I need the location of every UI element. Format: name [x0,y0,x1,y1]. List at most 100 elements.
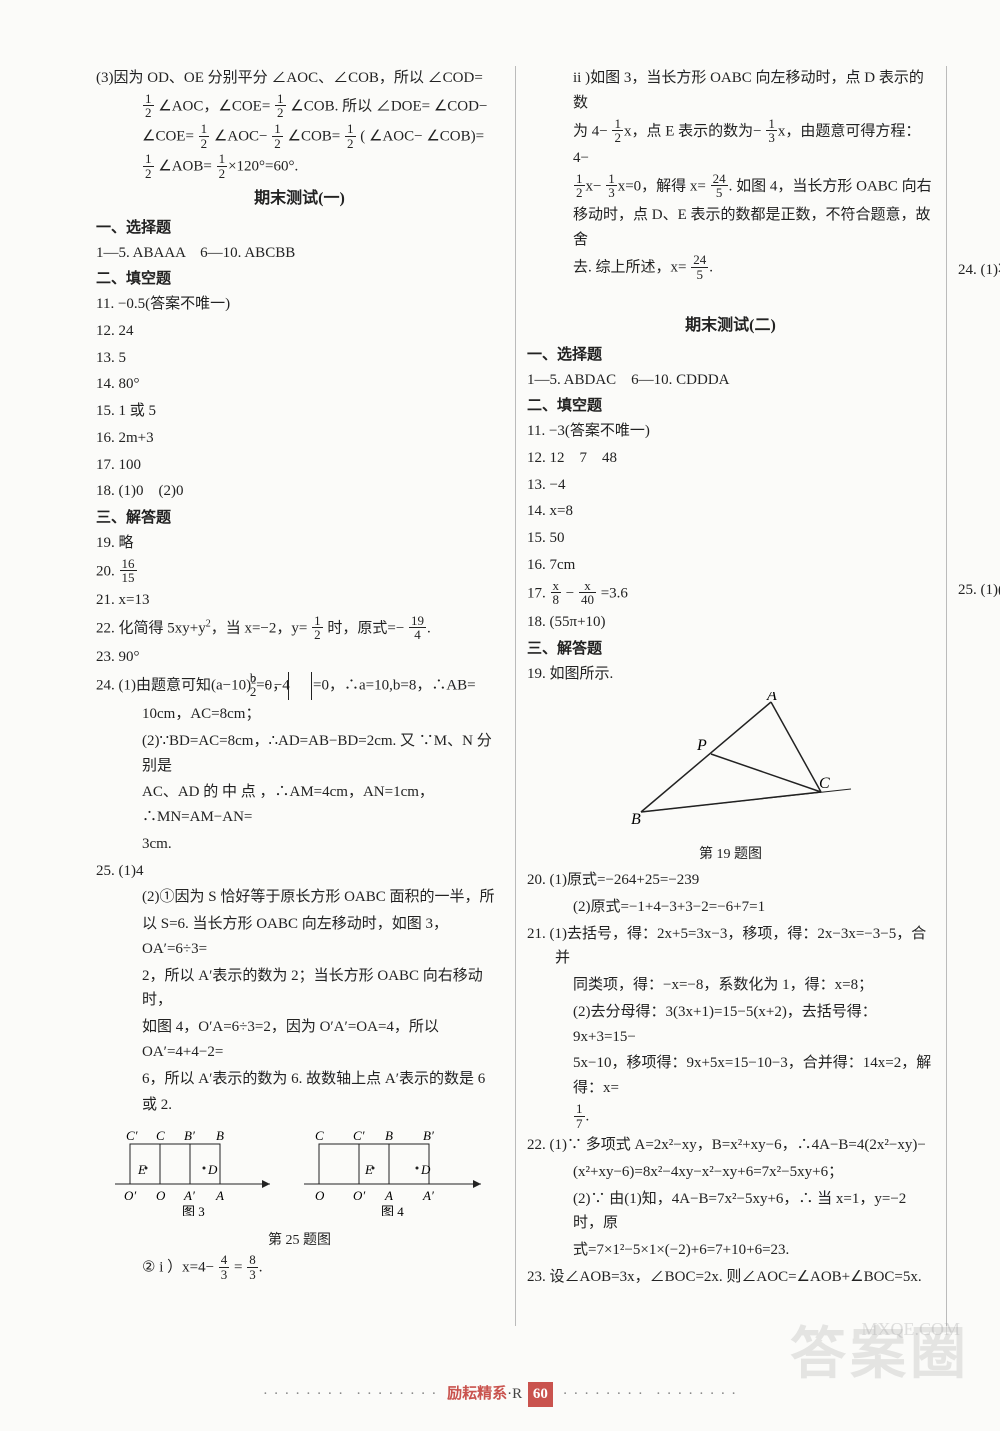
svg-text:B: B [631,811,641,828]
intro-line-4: 12 ∠AOB= 12×120°=60°. [96,153,503,181]
svg-text:图 3: 图 3 [182,1204,205,1216]
q12: 12. 24 [96,319,503,344]
q22: 22. 化简得 5xy+y2，当 x=−2，y= 12 时，原式=− 194. [96,615,503,643]
test1-sec3: 三、解答题 [96,506,503,531]
t2-q11: 11. −3(答案不唯一) [527,419,934,444]
q19: 19. 略 [96,531,503,556]
svg-text:O: O [156,1188,166,1203]
svg-text:C′: C′ [353,1128,365,1143]
t2-q16: 16. 7cm [527,553,934,578]
q16: 16. 2m+3 [96,426,503,451]
q25-11: 12x− 13x=0，解得 x= 245. 如图 4，当长方形 OABC 向右 [527,173,934,201]
q25-5: 如图 4，O′A=6÷3=2，因为 O′A′=OA=4，所以 OA′=4+4−2… [96,1015,503,1065]
q24-4: AC、AD 的 中 点 ，∴AM=4cm，AN=1cm，∴MN=AM−AN= [96,780,503,830]
q24-5: 3cm. [96,832,503,857]
svg-text:E: E [364,1162,373,1177]
test2-mc: 1—5. ABDAC 6—10. CDDDA [527,368,934,393]
q25-figure-caption: 第 25 题图 [96,1229,503,1252]
t2-q21-3: (2)去分母得：3(3x+1)=15−5(x+2)，去括号得：9x+3=15− [527,1000,934,1050]
t2-q24-9: 12000 元，12000(1+x)=15000，解得 x=25%，即增长率是 [958,500,1000,550]
svg-text:A: A [215,1188,224,1203]
q23: 23. 90° [96,645,503,670]
q25-8: ② i ）x=4− 43 = 83. [96,1254,503,1282]
t2-q22-1: 22. (1)∵ 多项式 A=2x²−xy，B=x²+xy−6，∴4A−B=4(… [527,1133,934,1158]
t2-q22-4: 式=7×1²−5×1×(−2)+6=7+10+6=23. [527,1238,934,1263]
svg-text:图 4: 图 4 [381,1204,404,1216]
svg-text:D: D [207,1162,218,1177]
t2-q22-2: (x²+xy−6)=8x²−4xy−x²−xy+6=7x²−5xy+6； [527,1160,934,1185]
test1-mc: 1—5. ABAAA 6—10. ABCBB [96,241,503,266]
q25-1: 25. (1)4 [96,859,503,884]
t2-q24-1: 24. (1)将此水果拉到市场出售收入为：18000a−(25×8+100) [958,258,1000,283]
svg-text:C′: C′ [126,1128,138,1143]
svg-text:B′: B′ [423,1128,434,1143]
q25-4: 2，所以 A′表示的数为 2；当长方形 OABC 向右移动时， [96,964,503,1014]
svg-text:O′: O′ [124,1188,136,1203]
t2-q22-3: (2)∵ 由(1)知，4A−B=7x²−5xy+6，∴ 当 x=1，y=−2 时… [527,1187,934,1237]
svg-text:C: C [819,775,830,792]
q24-1: 24. (1)由题意可知(a−10)2=0，b2 −4=0，∴a=10,b=8，… [96,672,503,700]
intro-line-3: ∠COE= 12 ∠AOC− 12 ∠COB= 12 ( ∠AOC− ∠COB)… [96,123,503,151]
q25-13: 去. 综上所述，x= 245. [527,254,934,282]
t2-q19: 19. 如图所示. [527,662,934,687]
svg-text:B: B [216,1128,224,1143]
t2-q24-8: (3)设增长率为 x，今年的最高纯收入为：19800−7800= [958,473,1000,498]
t2-q17: 17. x8 − x40 =3.6 [527,580,934,608]
t2-q24-3: 收入为 18000b 元. [958,315,1000,340]
q18: 18. (1)0 (2)0 [96,479,503,504]
q25-fig3: E D C′ C B′ B O′ O A′ A 图 3 [110,1126,280,1225]
t2-q21-5: 17. [527,1103,934,1131]
q25-9: ii )如图 3，当长方形 OABC 向左移动时，点 D 表示的数 [527,66,934,116]
intro-line-2: 12 ∠AOC，∠COE= 12 ∠COB. 所以 ∠DOE= ∠COD− [96,93,503,121]
t2-q23-2: ∵OE 是∠AOC 的平分线，OD 是∠BOC 的平分线，∴∠COE= [958,66,1000,116]
t2-q23-5: 24°，∴∠BOE=∠COE−∠COB= 52×24°−2×24°=12°. [958,228,1000,256]
intro-line-1: (3)因为 OD、OE 分别平分 ∠AOC、∠COB，所以 ∠COD= [96,66,503,91]
q24-2: 10cm，AC=8cm； [96,702,503,727]
t2-q21-4: 5x−10，移项得：9x+5x=15−10−3，合并得：14x=2，解得：x= [527,1051,934,1101]
t2-q14: 14. x=8 [527,499,934,524]
q14: 14. 80° [96,372,503,397]
t2-q23-1: 23. 设∠AOB=3x，∠BOC=2x. 则∠AOC=∠AOB+∠BOC=5x… [527,1265,934,1290]
page-footer: 励耘精系·R 60 [0,1382,1000,1407]
q11: 11. −0.5(答案不唯一) [96,292,503,317]
svg-text:B′: B′ [184,1128,195,1143]
t2-q12: 12. 12 7 48 [527,446,934,471]
svg-text:A′: A′ [183,1188,195,1203]
t2-q25-2: (2)由题意得 3t−10=t，解得 t=5； [958,605,1000,630]
t2-q15: 15. 50 [527,526,934,551]
t2-q21-1: 21. (1)去括号，得：2x+5=3x−3，移项，得：2x−3x=−3−5，合… [527,922,934,972]
svg-text:A: A [766,692,777,704]
svg-text:O: O [315,1188,325,1203]
svg-text:C: C [315,1128,324,1143]
t2-q21-2: 同类项，得：−x=−8，系数化为 1，得：x=8； [527,973,934,998]
test2-sec1: 一、选择题 [527,343,934,368]
svg-text:O′: O′ [353,1188,365,1203]
test1-title: 期末测试(一) [96,186,503,212]
svg-text:A′: A′ [422,1188,434,1203]
q17: 17. 100 [96,453,503,478]
t2-q24-7: 售. [958,447,1000,472]
q25-6: 6，所以 A′表示的数为 6. 故数轴上点 A′表示的数是 6 [96,1067,503,1092]
q21: 21. x=13 [96,588,503,613]
test2-sec2: 二、填空题 [527,394,934,419]
t2-q13: 13. −4 [527,473,934,498]
t2-q24-4: (2)当 a=1.3，b=1.1，市 场 出 售 收 入 为：18000a−54… [958,342,1000,392]
q25-12: 移动时，点 D、E 表示的数都是正数，不符合题意，故舍 [527,203,934,253]
t2-q23-3: 12 ∠AOC= 52x，∠COD= 12 ∠BOC=x，∴∠DOE=∠COE− [958,118,1000,171]
test2-sec3: 三、解答题 [527,637,934,662]
q25-7: 或 2. [96,1093,503,1118]
q25-fig4: E D CC′BB′ OO′AA′ 图 4 [299,1126,489,1225]
t2-q18: 18. (55π+10) [527,610,934,635]
svg-text:E: E [137,1162,146,1177]
t2-q25-3: (3)∵S△ACQ=12，∴ 12 CQ·AC=12. 12 (8−t)×6=1… [958,632,1000,685]
t2-q20-2: (2)原式=−1+4−3+3−2=−6+7=1 [527,895,934,920]
q20: 20. 1615 [96,558,503,586]
test1-sec1: 一、选择题 [96,216,503,241]
test2-title: 期末测试(二) [527,313,934,339]
svg-text:B: B [385,1128,393,1143]
t2-q24-2: × 180001000=(18000a−5400)元. 将此水果直接在果园出售 [958,285,1000,313]
svg-text:P: P [696,737,707,754]
t2-q20-1: 20. (1)原式=−264+25=−239 [527,868,934,893]
q25-10: 为 4− 12x，点 E 表示的数为− 13x，由题意可得方程：4− [527,118,934,171]
svg-text:C: C [156,1128,165,1143]
